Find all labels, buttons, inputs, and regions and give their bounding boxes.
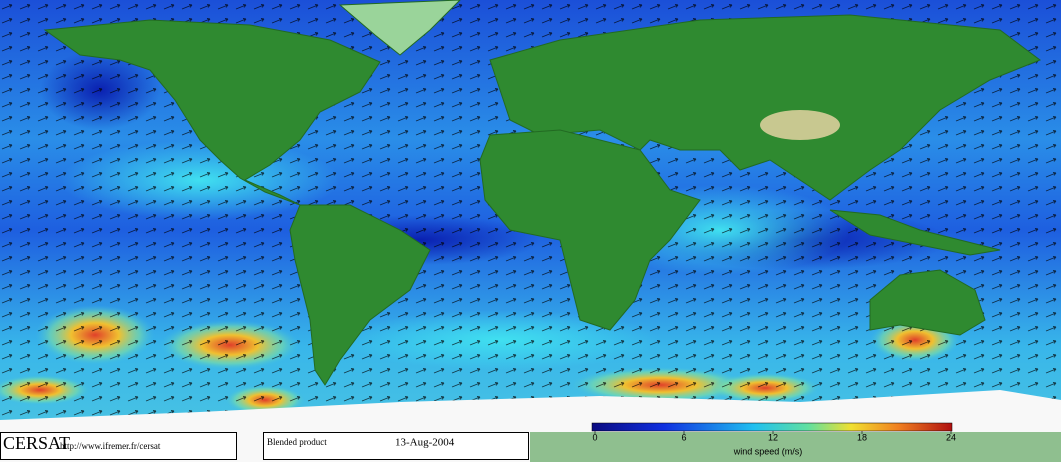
colorbar-tick-label: 24 <box>946 432 956 442</box>
colorbar-tick-label: 6 <box>681 432 686 442</box>
colorbar <box>591 422 953 432</box>
logo: CERSAT <box>3 433 70 453</box>
antarctic-coast <box>530 432 1061 462</box>
date: 13-Aug-2004 <box>395 437 455 449</box>
colorbar-tick-label: 0 <box>592 432 597 442</box>
colorbar-tick-label: 18 <box>857 432 867 442</box>
product: Blended product <box>267 437 327 447</box>
colorbar-ticks: 0 6 12 18 24 <box>592 431 956 442</box>
continents <box>43 0 1042 386</box>
product-box <box>263 432 529 460</box>
logo-box <box>0 432 237 460</box>
colorbar-label: wind speed (m/s) <box>733 446 803 456</box>
url: http://www.ifremer.fr/cersat <box>60 441 161 451</box>
colorbar-tick-label: 12 <box>768 432 778 442</box>
